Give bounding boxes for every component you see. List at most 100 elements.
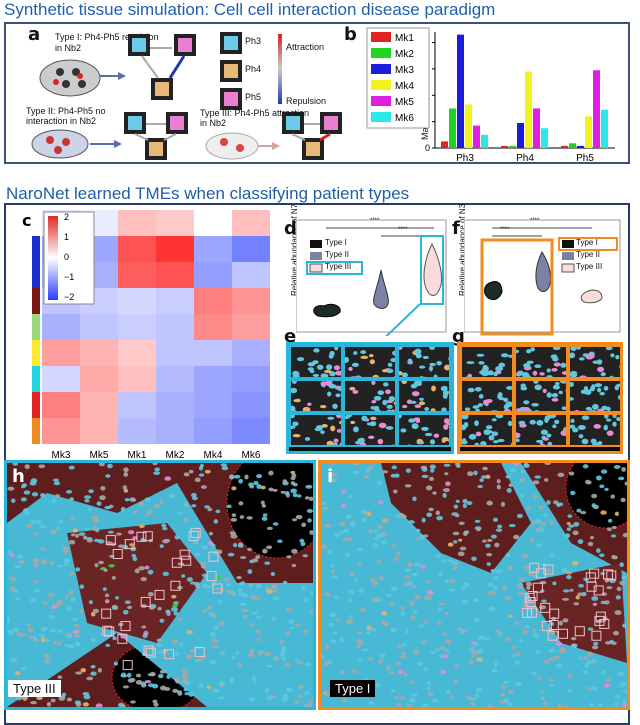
heatmap-cell — [118, 392, 156, 418]
heatmap-cell — [232, 418, 270, 444]
heatmap-cell — [80, 392, 118, 418]
bar-Mk1-Ph5 — [561, 145, 568, 148]
tissue-tile — [514, 379, 568, 413]
legend-swatch-Mk1 — [371, 32, 391, 42]
legend-label-Mk2: Mk2 — [395, 49, 414, 60]
tissue-tile — [397, 379, 451, 413]
sig-f-1: **** — [530, 218, 540, 224]
heatmap-cell — [156, 366, 194, 392]
type1-caption: Type I: Ph4-Ph5 repulsion in Nb2 — [55, 32, 159, 53]
heatmap-col-label: Mk1 — [128, 450, 147, 458]
tissue-tile — [343, 379, 397, 413]
heatmap-cell — [232, 262, 270, 288]
bar-Mk4-Ph4 — [525, 71, 532, 148]
legend-swatch-Mk6 — [371, 112, 391, 122]
legend-label-Mk6: Mk6 — [395, 113, 414, 124]
bar-Mk5-Ph3 — [473, 125, 480, 148]
violin-plot-d — [296, 219, 447, 336]
heatmap-row-label: N5 — [281, 242, 282, 255]
tme-heatmap: N8 N5 N9 N1 N6 N4 N7 N2 N3 Mk3 Mk5 Mk1 Mk2 Mk4 Mk6 c 2 1 0… — [22, 210, 282, 458]
heatmap-row-label: N8 — [281, 216, 282, 229]
tissue-tile — [514, 345, 568, 379]
tissue-tile — [289, 345, 343, 379]
type3-caption: Type III: Ph4-Ph5 attraction in Nb2 — [200, 108, 310, 128]
heatmap-cell — [194, 392, 232, 418]
heatmap-cell — [80, 418, 118, 444]
heatmap-cell — [156, 340, 194, 366]
tile-grid-g — [457, 342, 623, 454]
tissue-tile — [460, 413, 514, 447]
heatmap-cell — [42, 314, 80, 340]
panel-f-label: f — [452, 218, 460, 239]
heatmap-cell — [194, 314, 232, 340]
heatmap-cell — [118, 366, 156, 392]
tissue-tile — [343, 413, 397, 447]
sig-d-2: **** — [398, 227, 408, 233]
top-section-title: Synthetic tissue simulation: Cell cell i… — [4, 0, 496, 19]
type2-caption: Type II: Ph4-Ph5 no interaction in Nb2 — [26, 106, 106, 126]
heatmap-cell — [194, 236, 232, 262]
bar-Mk1-Ph3 — [441, 141, 448, 148]
panel-c-label: c — [22, 211, 31, 230]
heatmap-row-label: N2 — [281, 398, 282, 411]
heatmap-cell — [118, 340, 156, 366]
heatmap-cell — [42, 340, 80, 366]
heatmap-col-label: Mk3 — [52, 450, 71, 458]
bar-Mk4-Ph3 — [465, 104, 472, 148]
panel-a-label: a — [28, 24, 41, 45]
tissue-image-h — [7, 463, 313, 707]
tissue-tile — [397, 345, 451, 379]
panel-g-label: g — [452, 326, 465, 347]
legend-swatch-Mk5 — [371, 96, 391, 106]
heatmap-cell — [194, 262, 232, 288]
tissue-panel-h — [4, 460, 316, 710]
bar-Mk3-Ph3 — [457, 34, 464, 148]
heatmap-cell — [42, 392, 80, 418]
tissue-tile — [568, 345, 622, 379]
bar-Mk5-Ph5 — [593, 70, 600, 148]
colorbar-tick: −2 — [64, 292, 74, 302]
bar-Mk6-Ph4 — [541, 128, 548, 148]
legend-d-type2: Type II — [325, 250, 350, 259]
tissue-tile — [289, 379, 343, 413]
bar-ytick: 0 — [425, 143, 430, 153]
heatmap-row-label: N3 — [281, 424, 282, 437]
bar-Mk6-Ph5 — [601, 109, 608, 148]
heatmap-cell — [80, 314, 118, 340]
legend-d-type1: Type I — [325, 238, 347, 247]
colorbar-tick: −1 — [64, 272, 74, 282]
heatmap-row-label: N1 — [281, 294, 282, 307]
heatmap-row-label: N7 — [281, 372, 282, 385]
heatmap-cell — [232, 340, 270, 366]
heatmap-cell — [232, 288, 270, 314]
heatmap-cell — [156, 314, 194, 340]
mid-section-title: NaroNet learned TMEs when classifying pa… — [6, 184, 410, 203]
legend-swatch-Mk3 — [371, 64, 391, 74]
tissue-tile — [460, 379, 514, 413]
legend-f-type1: Type I — [576, 238, 598, 247]
heatmap-cell — [156, 210, 194, 236]
tile-grid-e — [286, 342, 454, 454]
heatmap-col-label: Mk5 — [90, 450, 109, 458]
tissue-tile — [460, 345, 514, 379]
bar-Mk1-Ph4 — [501, 145, 508, 148]
marker-expression-chart: 0.1.2.3.4Ph3Ph4Ph5Mk1Mk2Mk3Mk4Mk5Mk6 — [366, 27, 615, 164]
colorbar-tick: 2 — [64, 212, 69, 222]
heatmap-row-label: N6 — [281, 320, 282, 333]
bar-Mk6-Ph3 — [481, 134, 488, 148]
bar-Mk2-Ph5 — [569, 143, 576, 148]
ph3-label: Ph3 — [245, 36, 262, 46]
heatmap-cell — [42, 366, 80, 392]
panel-b-label: b — [344, 24, 357, 45]
heatmap-cell — [232, 392, 270, 418]
legend-swatch-Mk4 — [371, 80, 391, 90]
sig-f-2: **** — [500, 227, 510, 233]
sig-d-1: **** — [370, 218, 380, 224]
heatmap-cell — [156, 288, 194, 314]
legend-label-Mk3: Mk3 — [395, 65, 414, 76]
panel-h-label: h — [12, 466, 25, 487]
tissue-panel-i — [318, 460, 630, 710]
heatmap-col-label: Mk4 — [204, 450, 223, 458]
heatmap-col-label: Mk2 — [166, 450, 185, 458]
heatmap-row-label: N9 — [281, 268, 282, 281]
